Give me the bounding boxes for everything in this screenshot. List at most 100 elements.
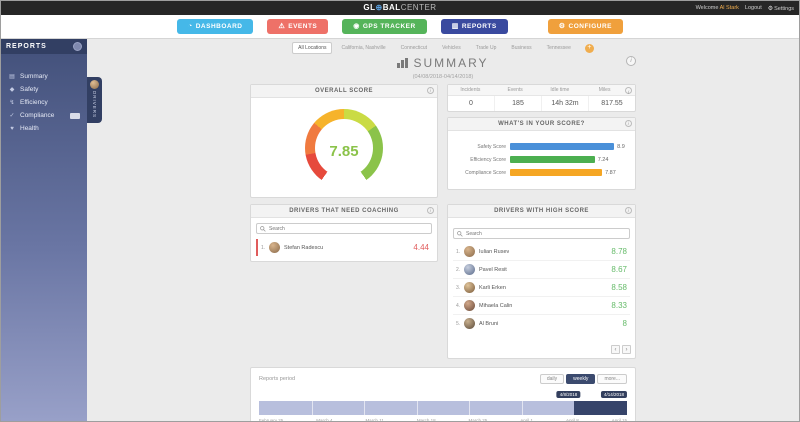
logo-text: GL <box>363 3 376 12</box>
drivers-flyout-tab[interactable]: DRIVERS <box>87 77 102 123</box>
stat-value-miles: 817.55 <box>601 100 623 107</box>
page-header: SUMMARY (04/08/2018-04/14/2018) <box>87 55 799 80</box>
axis-label: February 25 <box>259 418 284 421</box>
driver-avatar <box>464 318 475 329</box>
sidebar-item-label: Health <box>20 125 39 132</box>
driver-avatar-icon <box>90 80 99 89</box>
driver-row[interactable]: 4. Mihaela Calin 8.33 <box>453 297 630 315</box>
sidebar-item-compliance[interactable]: ✓ Compliance <box>1 109 87 122</box>
timeline-start-tooltip: 4/8/2018 <box>556 391 581 398</box>
tab-location-4[interactable]: Trade Up <box>475 45 497 51</box>
driver-rank: 2. <box>456 266 461 273</box>
tab-location-2[interactable]: Connecticut <box>400 45 428 51</box>
high-score-search-input[interactable] <box>466 230 626 237</box>
tab-all-locations[interactable]: All Locations <box>292 42 333 54</box>
driver-score: 8.33 <box>611 301 627 310</box>
stats-values: 0 185 14h 32m 817.55 <box>448 96 635 111</box>
sidebar-items: ▤ Summary ◆ Safety ↯ Efficiency ✓ Compliance… <box>1 54 87 135</box>
coaching-list: 1. Stefan Radescu 4.44 <box>256 239 432 256</box>
overall-score-card: OVERALL SCORE i 7.85 <box>250 84 438 198</box>
timeline-bar[interactable] <box>259 401 627 415</box>
score-row-efficiency: Efficiency Score 7.24 <box>456 156 627 163</box>
nav-label: GPS TRACKER <box>362 23 416 30</box>
driver-avatar <box>464 264 475 275</box>
settings-label: Settings <box>774 5 794 12</box>
info-icon[interactable]: i <box>625 87 632 96</box>
page-title-text: SUMMARY <box>413 56 489 70</box>
driver-rank: 1. <box>456 248 461 255</box>
timeline-selection[interactable] <box>574 401 627 415</box>
axis-label: March 11 <box>365 418 384 421</box>
sidebar-item-safety[interactable]: ◆ Safety <box>1 83 87 96</box>
settings-link[interactable]: ⚙Settings <box>768 5 794 12</box>
nav-reports-button[interactable]: ▥ REPORTS <box>440 19 508 34</box>
driver-name: Pavel Resit <box>479 266 507 273</box>
driver-name: Karli Erken <box>479 284 506 291</box>
driver-row[interactable]: 5. Al Bruni 8 <box>453 315 630 332</box>
welcome-label: Welcome Al Stark <box>696 5 739 11</box>
tab-location-5[interactable]: Business <box>511 45 532 51</box>
dashboard-icon: ◔ <box>187 23 193 30</box>
info-icon[interactable]: i <box>427 207 434 214</box>
driver-rank: 3. <box>456 284 461 291</box>
dashboard-content: OVERALL SCORE i 7.85 <box>250 84 636 421</box>
period-more-button[interactable]: more... <box>597 374 627 384</box>
coaching-title: DRIVERS THAT NEED COACHING <box>289 208 399 214</box>
overall-score-header: OVERALL SCORE i <box>251 85 437 98</box>
pagination-next-button[interactable]: › <box>622 345 631 354</box>
help-button[interactable]: i <box>626 56 636 66</box>
axis-label: April 15 <box>611 418 627 421</box>
sidebar-header: REPORTS <box>1 39 87 54</box>
period-weekly-button[interactable]: weekly <box>566 374 596 384</box>
nav-gps-tracker-button[interactable]: ◉ GPS TRACKER <box>342 19 427 34</box>
timeline-end-tooltip: 4/14/2018 <box>600 391 627 398</box>
tab-location-3[interactable]: Vehicles <box>442 45 461 51</box>
period-daily-button[interactable]: daily <box>539 374 565 384</box>
timeline-axis: February 25 March 4 March 11 March 18 Ma… <box>259 418 627 421</box>
pagination-prev-button[interactable]: ‹ <box>611 345 620 354</box>
driver-row[interactable]: 2. Pavel Resit 8.67 <box>453 261 630 279</box>
driver-score: 8 <box>622 319 627 328</box>
sidebar-item-health[interactable]: ♥ Health <box>1 122 87 135</box>
nav-label: EVENTS <box>288 23 318 30</box>
nav-label: CONFIGURE <box>568 23 613 30</box>
timeline-divider <box>364 401 366 415</box>
app-logo: GL⊕BALCENTER <box>363 1 436 15</box>
info-icon[interactable]: i <box>625 120 632 127</box>
nav-events-button[interactable]: ⚠ EVENTS <box>267 19 329 34</box>
axis-label: April 1 <box>520 418 534 421</box>
driver-name: Al Bruni <box>479 320 499 327</box>
driver-score: 8.78 <box>611 247 627 256</box>
info-icon[interactable]: i <box>625 207 632 214</box>
gauge-area: 7.85 <box>251 98 437 197</box>
coaching-search-input[interactable] <box>269 225 428 232</box>
sidebar-item-summary[interactable]: ▤ Summary <box>1 70 87 83</box>
nav-dashboard-button[interactable]: ◔ DASHBOARD <box>176 19 254 34</box>
gear-icon: ⚙ <box>767 5 774 12</box>
tab-location-6[interactable]: Tennessee <box>546 45 571 51</box>
username: Al Stark <box>719 5 739 11</box>
sidebar-item-label: Efficiency <box>20 99 48 106</box>
driver-score: 4.44 <box>413 243 429 252</box>
driver-row[interactable]: 3. Karli Erken 8.58 <box>453 279 630 297</box>
score-value: 8.9 <box>617 143 625 150</box>
score-breakdown-header: WHAT'S IN YOUR SCORE? i <box>448 118 635 131</box>
sidebar-item-efficiency[interactable]: ↯ Efficiency <box>1 96 87 109</box>
nav-configure-button[interactable]: ⚙ CONFIGURE <box>547 19 624 34</box>
driver-row[interactable]: 1. Iulian Rusev 8.78 <box>453 243 630 261</box>
reports-badge-icon[interactable] <box>73 42 82 51</box>
tab-location-1[interactable]: California, Nashville <box>341 45 386 51</box>
score-value: 7.24 <box>597 156 609 163</box>
stat-value-incidents: 0 <box>448 96 495 111</box>
add-location-button[interactable]: + <box>584 43 594 53</box>
reports-period-card: Reports period daily weekly more... 4/8/… <box>250 367 636 421</box>
driver-score: 8.67 <box>611 265 627 274</box>
stat-value-idle-time: 14h 32m <box>542 96 589 111</box>
body-area: REPORTS ▤ Summary ◆ Safety ↯ Efficiency ✓ Co… <box>1 39 799 421</box>
logout-link[interactable]: Logout <box>744 5 762 11</box>
driver-avatar <box>269 242 280 253</box>
nav-label: DASHBOARD <box>195 23 243 30</box>
info-icon[interactable]: i <box>427 87 434 94</box>
driver-row[interactable]: 1. Stefan Radescu 4.44 <box>256 239 432 256</box>
